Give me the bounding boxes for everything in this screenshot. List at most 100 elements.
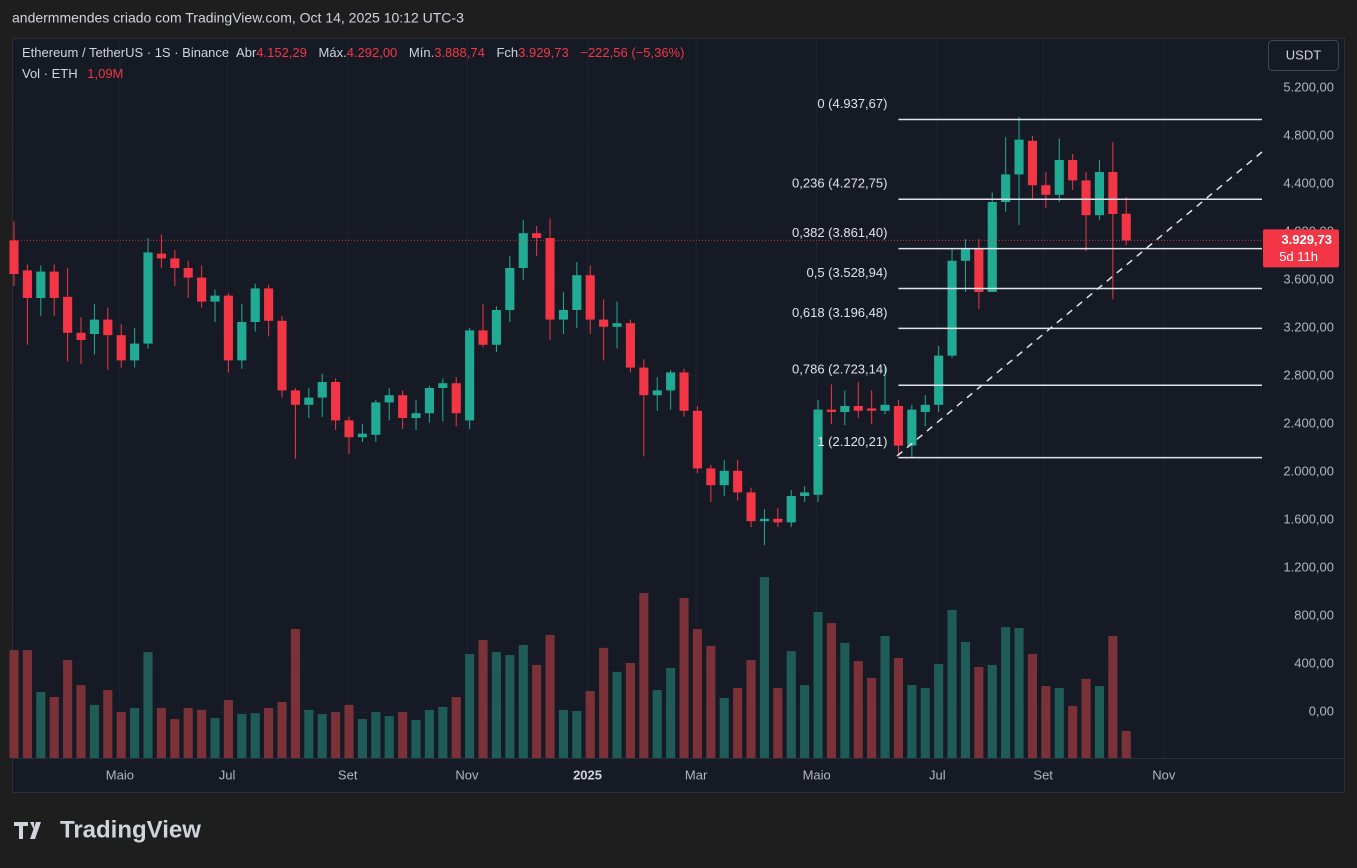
candle-body [210,295,220,302]
volume-value: 1,09M [87,66,123,81]
volume-bar [331,712,341,758]
candle-body [960,248,971,261]
volume-bar [371,712,381,758]
volume-bar [277,701,287,758]
volume-bar [947,609,957,758]
volume-bar [197,709,207,758]
fib-level-label: 0 (4.937,67) [817,96,887,111]
candle-body [532,233,542,239]
candle-body [505,268,515,311]
volume-bar [800,685,810,758]
volume-bar [411,720,421,758]
candle-body [826,409,836,413]
candle-body [987,202,997,293]
volume-bar [290,629,300,758]
volume-bar [304,709,314,758]
y-tick-label: 400,00 [1294,655,1334,670]
volume-bar [357,719,367,758]
y-tick-label: 4.800,00 [1283,127,1334,142]
volume-bar [451,696,461,758]
candle-body [156,253,166,259]
candle-body [1094,172,1105,216]
volume-bar [625,663,635,758]
candle-body [666,372,676,391]
volume-bar [987,664,997,758]
volume-bar [1054,688,1064,758]
volume-bar [532,664,542,758]
volume-bar [89,704,99,758]
candle-body [411,413,421,419]
x-tick-label: Set [1033,767,1053,782]
legend-value: 4.152,29 [256,45,307,60]
volume-bar [692,629,702,758]
legend-value: 3.888,74 [434,45,485,60]
candle-body [1054,160,1064,195]
volume-bar [1041,686,1051,758]
volume-bar [840,642,850,758]
legend-value: 4.292,00 [347,45,398,60]
fib-trend-line [896,151,1263,457]
candle-body [130,343,140,361]
candle-body [304,397,314,405]
volume-bar [934,664,944,758]
candle-body [277,320,287,391]
y-tick-label: 2.000,00 [1283,463,1334,478]
logo-mark [14,822,41,839]
candle-body [907,409,917,446]
x-tick-label: Nov [455,767,479,782]
currency-button[interactable] [1268,40,1339,71]
volume-bar [679,598,689,758]
candle-body [679,372,689,411]
candle-body [558,310,568,320]
volume-bar [733,688,743,758]
x-tick-label: 2025 [573,767,602,782]
x-tick-label: Jul [219,767,236,782]
candle-body [585,275,595,320]
volume-bar [223,699,233,758]
volume-bar [880,635,890,758]
volume-bar [49,696,59,758]
change: −222,56 (−5,36%) [580,45,684,60]
x-tick-label: Set [338,767,358,782]
candle-body [759,518,769,522]
volume-bar [545,634,555,758]
volume-bar [826,623,836,758]
volume-bar [786,651,796,758]
candle-body [1068,160,1078,181]
volume-bar [920,688,930,758]
fib-level-label: 0,236 (4.272,75) [792,176,887,191]
volume-bar [36,692,46,758]
candle-body [639,367,649,396]
x-tick-label: Maio [803,767,831,782]
candle-body [290,390,300,405]
volume-bar [76,685,86,758]
candle-body [63,296,73,333]
volume-bar [773,688,783,758]
volume-bar [344,704,354,758]
candle-body [36,271,46,299]
candle-body [1108,172,1118,215]
countdown: 5d 11h [1279,249,1318,264]
brand: TradingView [60,816,201,843]
volume-bar [1001,627,1011,758]
candle-body [893,406,904,446]
fib-level-label: 0,618 (3.196,48) [792,305,887,320]
volume-bar [210,718,220,758]
candle-body [317,382,327,398]
candle-body [599,319,609,327]
currency[interactable]: USDT [1286,47,1321,62]
volume-bar [1108,635,1118,758]
candle-body [719,470,729,486]
x-tick-label: Maio [106,767,134,782]
candle-body [974,248,984,293]
volume-bar [22,650,32,758]
volume-bar [398,712,408,758]
volume-bar [491,652,501,758]
symbol: Ethereum / TetherUS · 1S · Binance [22,45,229,60]
candle-body [170,258,180,269]
candle-body [1081,180,1091,216]
y-tick-label: 3.200,00 [1283,319,1334,334]
logo: TradingView [14,816,201,843]
volume-bar [1081,678,1091,758]
volume-bar [639,593,649,758]
